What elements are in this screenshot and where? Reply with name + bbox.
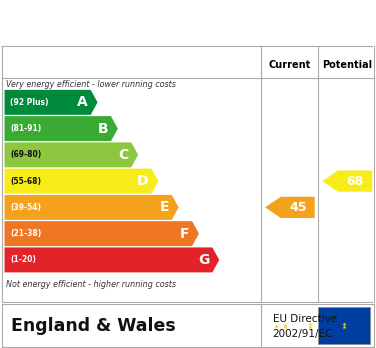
Text: G: G: [198, 253, 209, 267]
Text: EU Directive: EU Directive: [273, 314, 337, 324]
Text: England & Wales: England & Wales: [11, 317, 176, 335]
Polygon shape: [5, 195, 179, 220]
Text: Potential: Potential: [322, 60, 372, 70]
FancyBboxPatch shape: [318, 307, 370, 345]
Text: F: F: [180, 227, 189, 241]
Text: 68: 68: [346, 175, 364, 188]
Polygon shape: [265, 197, 315, 218]
Text: (1-20): (1-20): [10, 255, 36, 264]
Text: A: A: [77, 95, 88, 109]
Text: 2002/91/EC: 2002/91/EC: [273, 329, 333, 339]
Text: (21-38): (21-38): [10, 229, 41, 238]
Text: (55-68): (55-68): [10, 177, 41, 185]
Polygon shape: [5, 90, 97, 115]
Text: Not energy efficient - higher running costs: Not energy efficient - higher running co…: [6, 279, 176, 288]
Polygon shape: [5, 116, 118, 141]
Text: (92 Plus): (92 Plus): [10, 98, 49, 107]
Polygon shape: [5, 169, 158, 193]
Text: 45: 45: [289, 201, 306, 214]
Text: D: D: [137, 174, 149, 188]
Polygon shape: [5, 247, 219, 272]
Text: E: E: [159, 200, 169, 214]
Polygon shape: [5, 221, 199, 246]
Text: Energy Efficiency Rating: Energy Efficiency Rating: [11, 13, 259, 31]
Text: B: B: [97, 121, 108, 136]
Text: (81-91): (81-91): [10, 124, 41, 133]
Text: Current: Current: [269, 60, 311, 70]
Text: (69-80): (69-80): [10, 150, 41, 159]
Text: Very energy efficient - lower running costs: Very energy efficient - lower running co…: [6, 80, 176, 89]
Polygon shape: [322, 171, 372, 192]
Text: C: C: [118, 148, 128, 162]
Text: (39-54): (39-54): [10, 203, 41, 212]
Polygon shape: [5, 142, 138, 167]
